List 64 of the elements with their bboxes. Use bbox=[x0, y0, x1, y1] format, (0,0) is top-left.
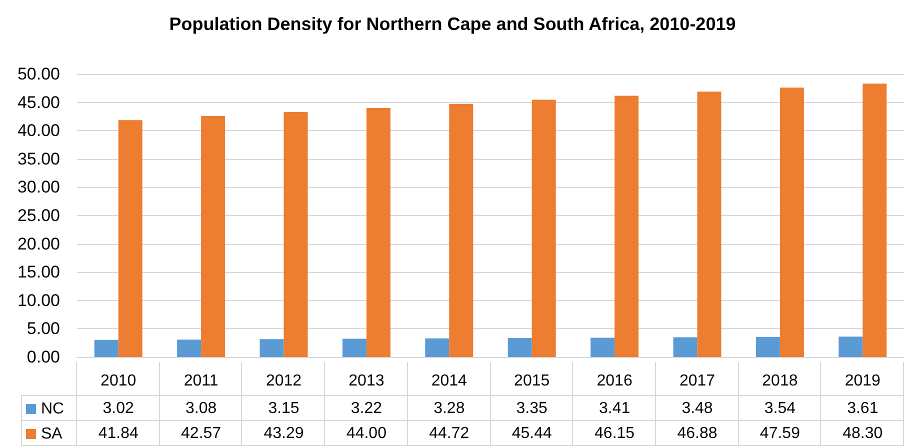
data-label: 45.44 bbox=[512, 425, 552, 442]
data-label: 3.15 bbox=[268, 400, 300, 417]
bar bbox=[838, 336, 863, 357]
data-label: 3.22 bbox=[350, 400, 382, 417]
data-label: 3.02 bbox=[102, 400, 134, 417]
data-label: 44.72 bbox=[429, 425, 470, 442]
data-label: 44.00 bbox=[346, 425, 387, 442]
y-tick-label: 30.00 bbox=[17, 178, 60, 197]
data-label: 3.28 bbox=[434, 400, 465, 417]
data-label: 3.41 bbox=[598, 400, 630, 417]
data-label: 3.54 bbox=[764, 400, 796, 417]
data-label: 42.57 bbox=[181, 425, 222, 442]
x-tick-label: 2015 bbox=[514, 372, 550, 390]
data-label: 43.29 bbox=[264, 425, 304, 442]
bar bbox=[862, 84, 887, 357]
bar bbox=[508, 338, 532, 357]
bar bbox=[756, 336, 780, 357]
x-tick-label: 2019 bbox=[844, 372, 881, 390]
y-tick-label: 25.00 bbox=[17, 206, 60, 225]
data-label: 41.84 bbox=[98, 425, 138, 442]
bar bbox=[177, 340, 202, 357]
bar bbox=[614, 96, 639, 357]
bar bbox=[284, 112, 308, 357]
bar bbox=[780, 88, 804, 357]
y-tick-label: 35.00 bbox=[17, 149, 60, 168]
y-tick-label: 50.00 bbox=[17, 64, 60, 84]
bar bbox=[425, 338, 450, 357]
y-tick-label: 0.00 bbox=[26, 348, 60, 366]
y-tick-label: 20.00 bbox=[17, 234, 60, 254]
legend-label: NC bbox=[41, 400, 64, 418]
x-tick-label: 2011 bbox=[184, 372, 218, 390]
y-tick-label: 40.00 bbox=[17, 121, 60, 140]
y-tick-label: 15.00 bbox=[17, 262, 60, 282]
x-tick-label: 2018 bbox=[762, 372, 798, 390]
x-tick-label: 2017 bbox=[679, 372, 716, 390]
bar bbox=[94, 340, 118, 357]
x-tick-label: 2016 bbox=[596, 372, 632, 390]
y-tick-label: 45.00 bbox=[17, 92, 60, 112]
x-tick-label: 2012 bbox=[266, 372, 302, 390]
data-label: 46.15 bbox=[594, 425, 635, 442]
data-label: 3.61 bbox=[847, 400, 878, 417]
data-label: 48.30 bbox=[842, 425, 883, 442]
y-tick-label: 5.00 bbox=[26, 319, 60, 338]
data-label: 46.88 bbox=[677, 425, 718, 442]
bar bbox=[366, 108, 390, 357]
data-label: 47.59 bbox=[760, 425, 800, 442]
bar bbox=[118, 120, 142, 357]
bar bbox=[342, 338, 366, 357]
bar bbox=[590, 338, 615, 357]
data-label: 3.35 bbox=[516, 400, 548, 417]
data-label: 3.08 bbox=[185, 400, 217, 417]
bar bbox=[260, 339, 284, 357]
x-tick-label: 2014 bbox=[431, 372, 468, 390]
bar bbox=[673, 337, 698, 357]
x-tick-label: 2010 bbox=[100, 372, 136, 390]
data-label: 3.48 bbox=[682, 400, 713, 417]
x-tick-label: 2013 bbox=[348, 372, 384, 390]
bar bbox=[697, 92, 722, 357]
chart-title: Population Density for Northern Cape and South Africa, 2010-2019 bbox=[169, 14, 736, 34]
legend-label: SA bbox=[41, 426, 63, 442]
bar bbox=[532, 100, 556, 357]
bar bbox=[449, 104, 474, 357]
y-tick-label: 10.00 bbox=[17, 290, 60, 310]
bar bbox=[201, 116, 226, 357]
